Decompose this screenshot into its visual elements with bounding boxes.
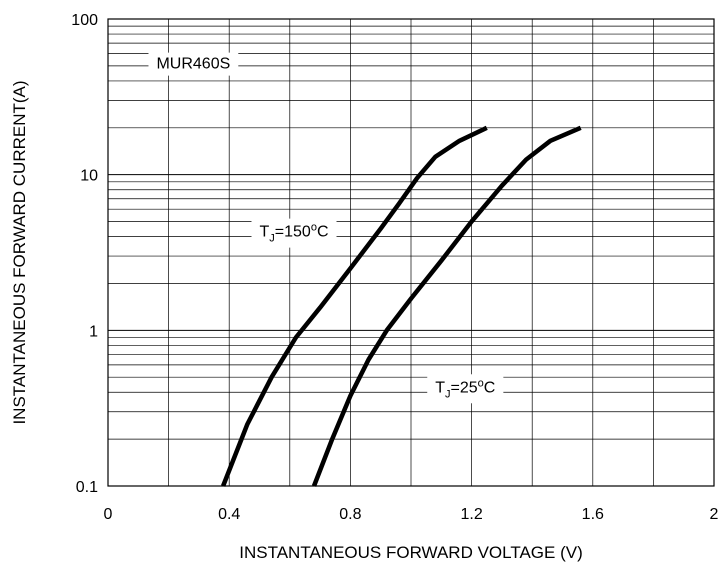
junction-temp-label: TJ=150oC <box>260 222 329 245</box>
label-main: T <box>260 224 270 241</box>
y-tick-label: 1 <box>89 323 98 340</box>
x-tick-labels: 0 0.4 0.8 1.2 1.6 2 <box>104 506 719 523</box>
x-axis-title: INSTANTANEOUS FORWARD VOLTAGE (V) <box>239 543 583 562</box>
label-value: =25 <box>451 379 478 396</box>
series-line-2 <box>311 125 582 487</box>
x-tick-label: 2 <box>710 506 719 523</box>
annotation-background <box>148 52 239 76</box>
x-tick-label: 1.2 <box>460 506 482 523</box>
y-tick-label: 100 <box>71 12 98 29</box>
label-unit: C <box>484 379 496 396</box>
x-tick-label: 0.8 <box>339 506 361 523</box>
annotation-background <box>251 218 337 248</box>
label-value: =150 <box>275 224 311 241</box>
series-line-1 <box>221 125 488 487</box>
label-subscript: J <box>269 233 275 245</box>
annotation-1: MUR460S <box>148 52 239 76</box>
label-superscript: o <box>311 222 317 234</box>
x-tick-label: 0.4 <box>218 506 240 523</box>
label-superscript: o <box>478 377 484 389</box>
y-axis-title: INSTANTANEOUS FORWARD CURRENT(A) <box>10 80 29 424</box>
label-unit: C <box>317 224 329 241</box>
x-tick-label: 0 <box>104 506 113 523</box>
annotation-2: TJ=150oC <box>251 218 337 248</box>
x-tick-label: 1.6 <box>582 506 604 523</box>
model-label: MUR460S <box>156 56 230 73</box>
annotation-background <box>427 374 504 404</box>
label-subscript: J <box>445 388 451 400</box>
label-main: T <box>435 379 445 396</box>
y-tick-label: 0.1 <box>76 479 98 496</box>
y-tick-label: 10 <box>80 168 98 185</box>
grid <box>108 19 714 486</box>
series-lines <box>221 125 582 487</box>
plot-frame <box>107 18 715 487</box>
annotation-3: TJ=25oC <box>427 374 504 404</box>
y-tick-labels: 0.1 1 10 100 <box>71 12 98 496</box>
junction-temp-label: TJ=25oC <box>435 377 495 400</box>
